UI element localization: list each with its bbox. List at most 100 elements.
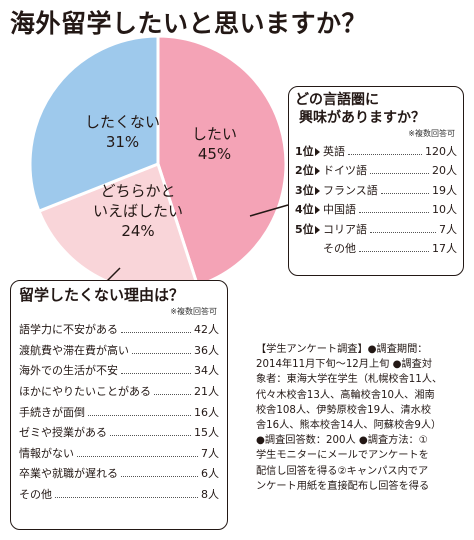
dotted-leader xyxy=(359,205,429,214)
reasons-note: ※複数回答可 xyxy=(170,307,217,316)
language-rank-text: 3位 xyxy=(295,183,314,197)
language-rank: 3位 xyxy=(295,182,323,198)
language-heading: どの言語圏に 興味がありますか？ xyxy=(295,91,457,127)
language-rank-text: 2位 xyxy=(295,164,314,178)
language-name: フランス語 xyxy=(323,183,378,197)
language-count: 10人 xyxy=(432,203,457,217)
language-rank: 2位 xyxy=(295,162,323,178)
dotted-leader xyxy=(154,387,191,396)
survey-line: 【学生アンケート調査】●調査期間： xyxy=(256,344,428,355)
dotted-leader xyxy=(121,325,191,334)
pie-label-dont: したくない 31% xyxy=(85,112,160,152)
dotted-leader xyxy=(88,408,191,416)
reason-count: 21人 xyxy=(194,385,219,399)
triangle-right-icon xyxy=(314,167,320,176)
dotted-leader xyxy=(380,186,429,194)
reasons-list: 語学力に不安がある 42人渡航費や滞在費が高い 36人海外での生活が不安 34人ほかに… xyxy=(19,319,219,504)
pie-label-text: したい xyxy=(192,125,238,143)
dotted-leader xyxy=(370,225,436,233)
dotted-leader xyxy=(121,469,198,478)
reason-row: その他 8人 xyxy=(19,484,219,505)
language-count: 19人 xyxy=(432,183,457,197)
survey-line: 舎16人、熊本校舎14人、阿蘇校舎9人） xyxy=(256,420,442,432)
language-box: どの言語圏に 興味がありますか？ ※複数回答可 1位 英語 120人 2位 ドイツ語 20… xyxy=(288,86,464,276)
dotted-leader xyxy=(370,166,429,175)
pie-slice-want xyxy=(156,34,288,288)
dotted-leader xyxy=(77,449,198,457)
language-row: 4位 中国語 10人 xyxy=(295,200,457,220)
language-rank: 1位 xyxy=(295,143,323,159)
language-note: ※複数回答可 xyxy=(408,129,455,138)
language-row: 5位 コリア語 7人 xyxy=(295,219,457,239)
reason-row: 情報がない 7人 xyxy=(19,443,219,464)
dotted-leader xyxy=(110,428,191,437)
dotted-leader xyxy=(359,244,429,253)
language-row: その他 17人 xyxy=(295,239,457,259)
pie-label-text: したくない xyxy=(85,113,161,131)
dotted-leader xyxy=(55,490,198,499)
reason-count: 8人 xyxy=(201,488,219,502)
language-rank: 4位 xyxy=(295,201,323,217)
language-row: 2位 ドイツ語 20人 xyxy=(295,161,457,181)
triangle-right-icon xyxy=(314,206,320,215)
reason-name: ゼミや授業がある xyxy=(19,426,107,440)
reason-name: 卒業や就職が遅れる xyxy=(19,467,118,481)
language-name: ドイツ語 xyxy=(323,164,367,178)
pie-label-somewhat: どちらかと いえばしたい 24% xyxy=(93,181,183,241)
reason-name: 渡航費や滞在費が高い xyxy=(19,343,129,357)
reasons-heading: 留学したくない理由は？ xyxy=(19,286,185,304)
triangle-right-icon xyxy=(314,186,320,195)
language-list: 1位 英語 120人 2位 ドイツ語 20人 3位 フランス語 19人 4位 中国語 10人 5位 コリア… xyxy=(295,141,457,258)
language-count: 120人 xyxy=(425,144,457,158)
language-rank: 5位 xyxy=(295,221,323,237)
pie-slice-dont xyxy=(28,34,160,214)
reason-row: 卒業や就職が遅れる 6人 xyxy=(19,463,219,484)
leader-line-languages xyxy=(249,204,289,217)
language-row: 3位 フランス語 19人 xyxy=(295,180,457,200)
pie-label-text-line2: いえばしたい xyxy=(93,202,184,220)
language-count: 20人 xyxy=(432,164,457,178)
survey-line: 象者：東海大学在学生（札幌校舎11人、 xyxy=(256,374,443,386)
reason-name: 語学力に不安がある xyxy=(19,323,118,337)
pie-label-pct: 24% xyxy=(121,222,155,240)
reason-row: 海外での生活が不安 34人 xyxy=(19,360,219,381)
language-count: 7人 xyxy=(439,222,457,236)
reason-count: 7人 xyxy=(201,446,219,460)
triangle-right-icon xyxy=(314,147,320,156)
reason-name: 手続きが面倒 xyxy=(19,405,85,419)
reason-name: その他 xyxy=(19,488,52,502)
language-heading-line1: どの言語圏に xyxy=(295,92,379,108)
language-heading-line2: 興味がありますか？ xyxy=(299,110,425,126)
survey-line: 代々木校舎13人、高輪校舎10人、湘南 xyxy=(256,389,435,401)
survey-line: 2014年11月下旬～12月上旬 ●調査対 xyxy=(256,359,433,371)
reason-count: 34人 xyxy=(194,364,219,378)
reason-row: 渡航費や滞在費が高い 36人 xyxy=(19,340,219,361)
reason-count: 16人 xyxy=(194,405,219,419)
dotted-leader xyxy=(121,366,191,375)
reason-row: 手続きが面倒 16人 xyxy=(19,401,219,422)
language-name: コリア語 xyxy=(323,222,367,236)
reason-name: 海外での生活が不安 xyxy=(19,364,118,378)
language-name: その他 xyxy=(323,242,356,256)
survey-line: 校舎108人、伊勢原校舎19人、清水校 xyxy=(256,404,432,416)
pie-label-pct: 45% xyxy=(197,145,232,163)
reason-name: ほかにやりたいことがある xyxy=(19,385,151,399)
survey-info: 【学生アンケート調査】●調査期間： 2014年11月下旬～12月上旬 ●調査対 象者… xyxy=(256,342,466,494)
pie-label-want: したい 45% xyxy=(192,124,237,164)
page-title: 海外留学したいと思いますか？ xyxy=(10,9,368,38)
reason-row: ほかにやりたいことがある 21人 xyxy=(19,381,219,402)
language-rank-text: 1位 xyxy=(295,144,314,158)
reason-row: 語学力に不安がある 42人 xyxy=(19,319,219,340)
reason-count: 6人 xyxy=(201,467,219,481)
language-count: 17人 xyxy=(432,242,457,256)
triangle-right-icon xyxy=(314,225,320,234)
reason-count: 42人 xyxy=(194,323,219,337)
dotted-leader xyxy=(348,147,422,155)
language-name: 英語 xyxy=(323,144,345,158)
language-name: 中国語 xyxy=(323,203,356,217)
reason-name: 情報がない xyxy=(19,446,74,460)
reason-row: ゼミや授業がある 15人 xyxy=(19,422,219,443)
survey-line: 配信し回答を得る②キャンパス内でア xyxy=(256,465,429,477)
language-rank-text: 4位 xyxy=(295,203,314,217)
